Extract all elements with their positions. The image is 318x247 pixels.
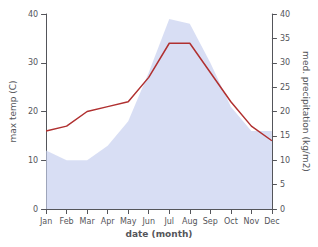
- svg-text:Jul: Jul: [163, 217, 174, 226]
- svg-text:Dec: Dec: [264, 217, 279, 226]
- svg-text:10: 10: [28, 156, 38, 165]
- svg-text:30: 30: [280, 58, 290, 67]
- svg-text:25: 25: [280, 83, 290, 92]
- svg-text:0: 0: [33, 205, 38, 214]
- svg-text:Feb: Feb: [60, 217, 74, 226]
- svg-text:Aug: Aug: [182, 217, 198, 226]
- svg-text:med. precipitation (kg/m2): med. precipitation (kg/m2): [301, 51, 311, 172]
- svg-text:15: 15: [280, 131, 290, 140]
- svg-text:0: 0: [280, 205, 285, 214]
- svg-text:40: 40: [28, 10, 38, 19]
- svg-text:20: 20: [280, 107, 290, 116]
- svg-text:20: 20: [28, 107, 38, 116]
- svg-text:max temp (C): max temp (C): [8, 80, 18, 142]
- svg-text:Jan: Jan: [39, 217, 52, 226]
- svg-text:35: 35: [280, 34, 290, 43]
- svg-text:Mar: Mar: [80, 217, 96, 226]
- svg-text:Nov: Nov: [244, 217, 260, 226]
- svg-text:10: 10: [280, 156, 290, 165]
- svg-text:30: 30: [28, 58, 38, 67]
- svg-text:Sep: Sep: [203, 217, 218, 226]
- svg-text:May: May: [120, 217, 137, 226]
- svg-text:Oct: Oct: [224, 217, 238, 226]
- svg-text:Jun: Jun: [141, 217, 155, 226]
- svg-text:5: 5: [280, 180, 285, 189]
- svg-text:Apr: Apr: [101, 217, 116, 226]
- svg-text:40: 40: [280, 10, 290, 19]
- svg-text:date (month): date (month): [126, 229, 193, 239]
